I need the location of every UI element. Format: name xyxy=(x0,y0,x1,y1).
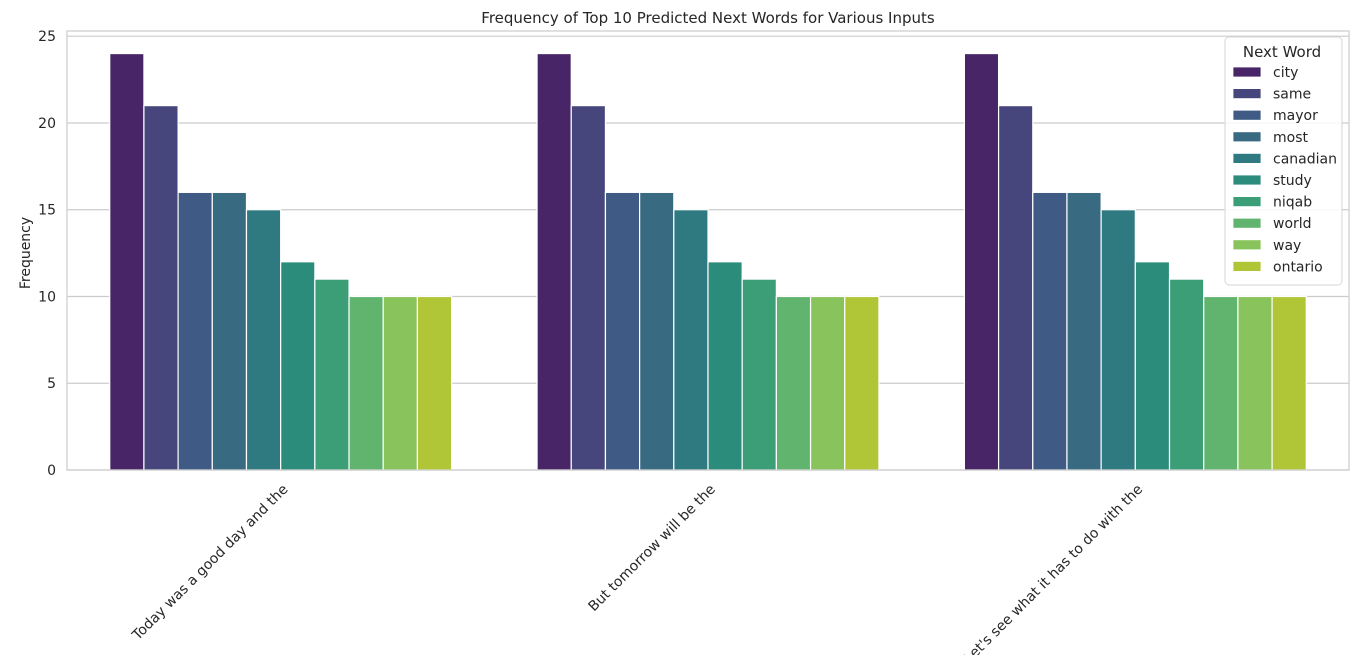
legend-swatch-way xyxy=(1232,239,1262,251)
legend-swatch-most xyxy=(1232,131,1262,143)
legend-label-study: study xyxy=(1273,173,1312,189)
x-tick-labels: Today was a good day and the But tomorrow… xyxy=(129,482,1146,655)
y-tick-label: 10 xyxy=(38,289,56,305)
legend-label-ontario: ontario xyxy=(1273,259,1323,275)
bar-ontario-1 xyxy=(844,295,880,471)
legend-swatch-world xyxy=(1232,217,1262,229)
bar-way-0 xyxy=(382,295,419,471)
bar-canadian-1 xyxy=(673,209,709,471)
bar-niqab-2 xyxy=(1168,278,1205,471)
bar-ontario-2 xyxy=(1271,295,1307,471)
bar-way-1 xyxy=(809,295,846,471)
y-tick-labels: 0 5 10 15 20 25 xyxy=(38,29,56,479)
bar-world-2 xyxy=(1203,295,1239,471)
chart-title: Frequency of Top 10 Predicted Next Words… xyxy=(481,9,935,27)
bar-mayor-2 xyxy=(1032,191,1068,471)
bar-study-2 xyxy=(1134,261,1171,471)
legend-label-mayor: mayor xyxy=(1273,108,1318,124)
x-tick-label: Today was a good day and the xyxy=(129,482,292,645)
legend-label-way: way xyxy=(1273,238,1301,254)
bars xyxy=(109,52,1307,471)
legend-label-city: city xyxy=(1273,65,1298,81)
legend-title: Next Word xyxy=(1243,43,1321,61)
bar-same-1 xyxy=(570,105,607,471)
bar-world-1 xyxy=(775,295,812,471)
legend-label-canadian: canadian xyxy=(1273,151,1337,167)
legend-swatch-niqab xyxy=(1232,196,1262,208)
y-tick-label: 0 xyxy=(47,463,56,479)
bar-city-1 xyxy=(536,52,572,471)
bar-ontario-0 xyxy=(416,295,453,471)
x-tick-label: Let's see what it has to do with the xyxy=(961,482,1146,655)
bar-way-2 xyxy=(1237,295,1273,471)
y-axis-label: Frequency xyxy=(18,217,34,289)
bar-same-0 xyxy=(143,105,179,471)
legend-swatch-mayor xyxy=(1232,109,1262,121)
bar-most-1 xyxy=(639,191,675,471)
bar-world-0 xyxy=(348,295,384,471)
legend-swatch-study xyxy=(1232,174,1262,186)
legend-swatch-city xyxy=(1232,66,1262,78)
legend-swatch-same xyxy=(1232,88,1262,99)
bar-mayor-1 xyxy=(604,191,641,471)
legend-label-most: most xyxy=(1273,130,1308,146)
bar-niqab-1 xyxy=(741,278,777,471)
y-tick-label: 5 xyxy=(47,376,56,392)
legend-items: city same mayor most canadian study niqab world… xyxy=(1232,65,1337,275)
bar-city-0 xyxy=(109,52,145,471)
bar-study-0 xyxy=(280,261,316,471)
plot-frame xyxy=(66,30,1350,471)
legend-label-world: world xyxy=(1273,216,1312,232)
bar-study-1 xyxy=(707,261,743,471)
bar-canadian-0 xyxy=(245,209,282,471)
bar-city-2 xyxy=(963,52,1000,471)
y-tick-label: 15 xyxy=(38,203,56,219)
legend-swatch-ontario xyxy=(1232,260,1262,272)
bar-most-2 xyxy=(1066,191,1102,471)
y-tick-label: 25 xyxy=(38,29,56,45)
legend: Next Word city same mayor most canadian study… xyxy=(1224,36,1343,286)
bar-niqab-0 xyxy=(314,278,350,471)
y-tick-label: 20 xyxy=(38,116,56,132)
legend-label-same: same xyxy=(1273,87,1311,103)
bar-most-0 xyxy=(211,191,248,471)
bar-canadian-2 xyxy=(1100,209,1136,471)
legend-label-niqab: niqab xyxy=(1273,195,1312,211)
bar-same-2 xyxy=(997,105,1034,471)
bar-mayor-0 xyxy=(177,191,213,471)
legend-swatch-canadian xyxy=(1232,152,1262,164)
x-tick-label: But tomorrow will be the xyxy=(585,482,718,615)
